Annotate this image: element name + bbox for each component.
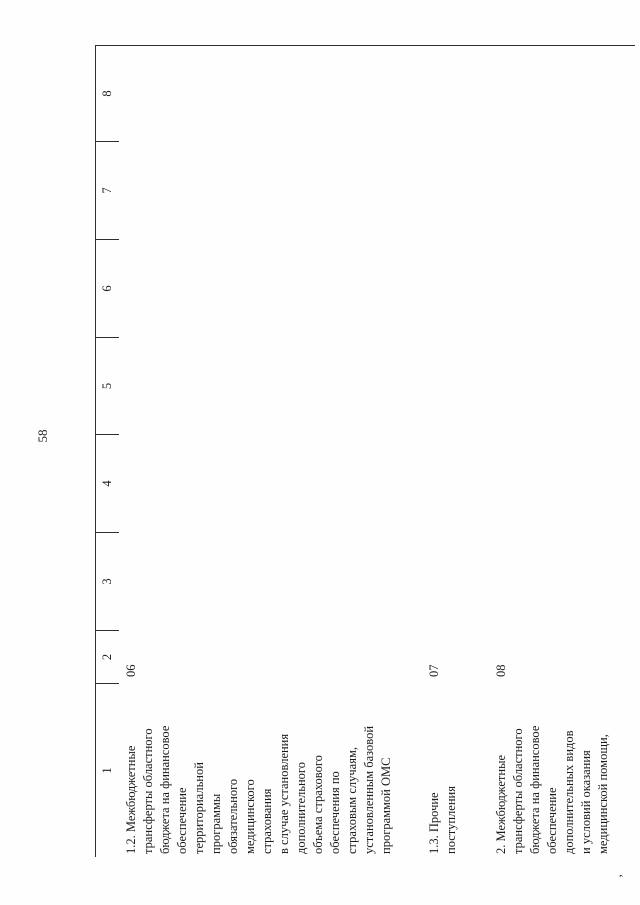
table-row: 2. Межбюджетные трансферты областного бю… [489, 46, 636, 857]
table: 1 2 3 4 5 6 7 8 1.2. Межбюджетные трансф… [95, 45, 635, 857]
scan-artifact: ’ [616, 873, 632, 879]
header-cell-7: 7 [96, 142, 119, 240]
empty-cells [422, 46, 489, 631]
row-name-cell: 1.3. Прочие поступления [427, 786, 458, 854]
row-name-cell: 2. Межбюджетные трансферты областного бю… [494, 725, 610, 854]
page-number: 58 [35, 429, 50, 443]
header-cell-8: 8 [96, 46, 119, 142]
table-row: 1.2. Межбюджетные трансферты областного … [119, 46, 422, 857]
row-code-cell: 08 [494, 664, 508, 678]
header-cell-1: 1 [100, 767, 114, 774]
row-name-cell: 1.2. Межбюджетные трансферты областного … [124, 725, 393, 854]
row-code-cell: 06 [124, 664, 138, 678]
table-header-row: 1 2 3 4 5 6 7 8 [96, 46, 119, 857]
header-cell-5: 5 [96, 338, 119, 435]
table-row: 1.3. Прочие поступления 07 [422, 46, 489, 857]
empty-cells [119, 46, 422, 631]
row-code-cell: 07 [427, 664, 441, 678]
header-cell-3: 3 [96, 533, 119, 631]
header-cell-4: 4 [96, 435, 119, 533]
header-cell-2: 2 [96, 631, 119, 684]
header-cell-6: 6 [96, 240, 119, 338]
empty-cells [489, 46, 636, 631]
rotated-table-layer: 1 2 3 4 5 6 7 8 1.2. Межбюджетные трансф… [95, 45, 635, 857]
